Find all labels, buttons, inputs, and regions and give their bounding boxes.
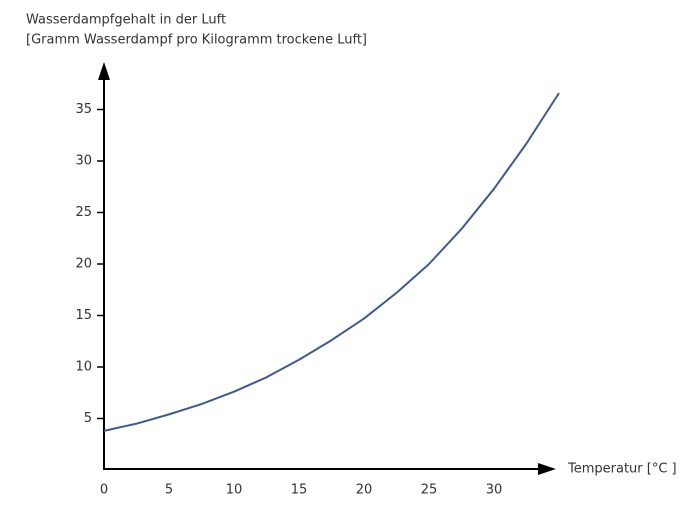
x-tick-label: 15 (291, 483, 308, 498)
y-tick-label: 30 (75, 154, 92, 169)
y-tick-label: 25 (75, 205, 92, 220)
y-tick-label: 15 (75, 308, 92, 323)
chart-subtitle: [Gramm Wasserdampf pro Kilogramm trocken… (26, 33, 367, 48)
x-axis-arrow (538, 463, 556, 475)
y-tick-label: 20 (75, 257, 92, 272)
y-tick-label: 35 (75, 102, 92, 117)
x-tick-label: 25 (421, 483, 438, 498)
x-tick-label: 10 (226, 483, 243, 498)
y-tick-label: 5 (84, 411, 92, 426)
x-tick-label: 30 (486, 483, 503, 498)
x-tick-label: 20 (356, 483, 373, 498)
y-axis-arrow (98, 62, 110, 80)
chart-title: Wasserdampfgehalt in der Luft (26, 13, 226, 28)
x-tick-label: 0 (100, 483, 108, 498)
y-tick-label: 10 (75, 360, 92, 375)
x-axis-label: Temperatur [°C ] (567, 462, 677, 477)
data-line (103, 92, 560, 432)
x-tick-label: 5 (165, 483, 173, 498)
